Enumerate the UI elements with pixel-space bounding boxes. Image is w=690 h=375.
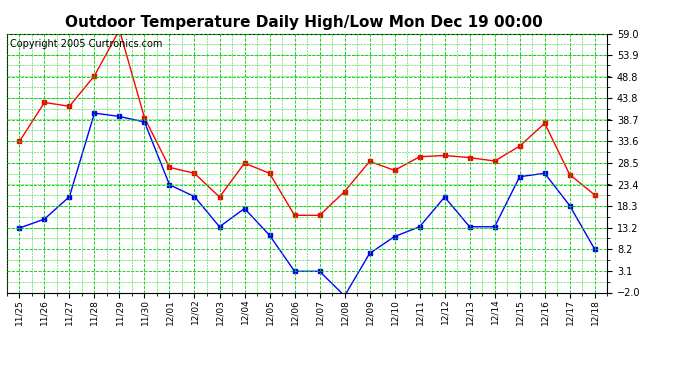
Text: Outdoor Temperature Daily High/Low Mon Dec 19 00:00: Outdoor Temperature Daily High/Low Mon D… bbox=[65, 15, 542, 30]
Text: Copyright 2005 Curtronics.com: Copyright 2005 Curtronics.com bbox=[10, 39, 162, 49]
